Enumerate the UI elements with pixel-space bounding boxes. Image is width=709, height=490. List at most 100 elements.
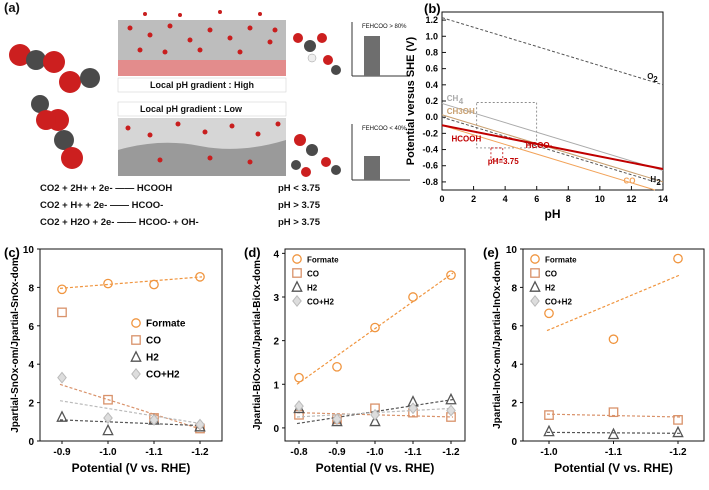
legend-label: Formate: [307, 256, 339, 265]
y-tick-label: 2: [28, 399, 34, 410]
y-tick-label: 0.0: [425, 112, 438, 122]
legend-label: Formate: [545, 256, 577, 265]
label-hcoo: HCOO-: [526, 141, 553, 150]
x-tick-label: -1.0: [540, 447, 558, 458]
x-tick-label: 4: [503, 194, 508, 204]
legend-label: CO: [545, 270, 557, 279]
y-tick-label: 6: [511, 322, 517, 333]
legend-marker: [530, 295, 540, 307]
fit-line-co-h2: [59, 400, 203, 425]
fit-line-co: [546, 413, 681, 418]
label-o2: O: [647, 72, 653, 81]
series-line-hcooh: [441, 124, 664, 170]
legend-label: CO+H2: [307, 298, 334, 307]
label-ph-375: pH=3.75: [488, 157, 519, 166]
y-tick-label: 10: [23, 245, 35, 256]
series-line-ch3oh: [441, 114, 664, 183]
x-tick-label: -1.2: [669, 447, 687, 458]
equation-1: CO2 + 2H+ + 2e- —— HCOOH: [40, 183, 173, 194]
data-point-co-h2: [370, 408, 380, 421]
legend-marker: [530, 254, 540, 264]
data-point-co-h2: [57, 371, 67, 384]
label-ch4: CH: [447, 94, 459, 103]
x-axis-label: Potential (V vs. RHE): [72, 461, 191, 475]
co2-molecule-icon: [47, 68, 100, 169]
data-point-h2: [445, 392, 457, 405]
y-tick-label: 0: [511, 437, 517, 448]
legend-label: H2: [545, 284, 556, 293]
x-tick-label: 6: [534, 194, 539, 204]
fit-line-h2: [59, 419, 203, 427]
legend-marker: [130, 350, 142, 362]
data-point-formate: [57, 284, 67, 295]
y-tick-label: 10: [506, 245, 518, 256]
y-axis-label: Jpartial-InOx-om/Jpartial-InOx-dom: [492, 261, 503, 429]
x-tick-label: -0.8: [290, 447, 308, 458]
data-point-co-h2: [103, 411, 113, 424]
x-tick-label: -0.9: [53, 447, 71, 458]
x-axis-label: Potential (V vs. RHE): [316, 461, 435, 475]
x-tick-label: 14: [658, 194, 668, 204]
y-axis-label: Jpartial-BiOx-om/Jpartial-BiOx-dom: [252, 260, 263, 430]
y-tick-label: 0.8: [425, 47, 438, 57]
chart-d: (d) -0.8 -0.9 -1.0 -1.1 -1.2 0 1 2 3 4 Potential (V…: [244, 245, 466, 475]
y-tick-label: 2: [511, 399, 517, 410]
plot-frame: [39, 248, 223, 442]
x-tick-label: 2: [471, 194, 476, 204]
x-tick-label: -1.1: [605, 447, 623, 458]
data-point-co-h2: [332, 413, 342, 426]
y-tick-label: 2: [273, 337, 279, 348]
label-o2-sub: 2: [653, 75, 658, 84]
panel-a-schematic: (a) Local pH gradient : High Local pH gr…: [0, 0, 415, 232]
data-point-co-h2: [195, 418, 205, 431]
x-axis-label: Potential (V vs. RHE): [554, 461, 673, 475]
data-point-co: [57, 307, 67, 318]
x-tick-label: -1.1: [145, 447, 163, 458]
panel-label: (d): [244, 245, 261, 260]
x-tick-label: 10: [595, 194, 605, 204]
data-point-co-h2: [294, 400, 304, 413]
data-point-h2: [672, 425, 684, 438]
y-tick-label: 4: [273, 249, 279, 260]
legend-label: H2: [146, 353, 159, 364]
equation-2-condition: pH > 3.75: [278, 200, 320, 211]
chart-c: (c) -0.9 -1.0 -1.1 -1.2 0 2 4 6 8 10 Potential (V v…: [4, 245, 223, 475]
formate-molecule-icon: [293, 33, 341, 75]
fit-line-h2: [546, 431, 681, 434]
low-gradient-label: Local pH gradient : Low: [140, 104, 243, 114]
y-tick-label: 1.2: [425, 15, 438, 25]
legend-label: CO: [307, 270, 319, 279]
y-tick-label: 0.4: [425, 80, 438, 90]
series-line-ch4: [441, 102, 664, 172]
y-tick-label: 0.2: [425, 96, 438, 106]
fit-line-h2: [296, 398, 454, 425]
legend-marker: [292, 268, 302, 278]
fe-bar-low: [351, 124, 410, 181]
data-point-h2: [102, 423, 114, 436]
equation-3: CO2 + H2O + 2e- —— HCOO- + OH-: [40, 217, 199, 228]
data-point-co: [608, 407, 619, 418]
fit-line-co-h2: [296, 407, 454, 418]
chart-e: (e) -1.0 -1.1 -1.2 0 2 4 6 8 10 Potential (V vs. R…: [483, 245, 705, 475]
zoom-box: [476, 102, 538, 149]
label-ch4-sub: 4: [459, 97, 464, 106]
y-axis-label: Potential versus SHE (V): [405, 36, 417, 165]
data-point-co-h2: [408, 402, 418, 415]
panel-label: (e): [483, 245, 499, 260]
co-molecule-icon: [31, 95, 56, 130]
legend-marker: [529, 280, 541, 292]
fit-line-formate: [546, 274, 681, 332]
data-point-co: [103, 394, 113, 405]
data-point-formate: [195, 271, 205, 282]
legend-label: Formate: [146, 319, 186, 330]
legend-marker: [291, 280, 303, 292]
data-point-formate: [332, 361, 342, 372]
legend-label: H2: [307, 284, 318, 293]
equation-1-condition: pH < 3.75: [278, 183, 320, 194]
data-point-formate: [103, 278, 113, 289]
legend-marker: [292, 295, 302, 307]
data-point-co-h2: [149, 413, 159, 426]
y-tick-label: 0: [28, 437, 34, 448]
y-tick-label: 4: [28, 360, 34, 371]
